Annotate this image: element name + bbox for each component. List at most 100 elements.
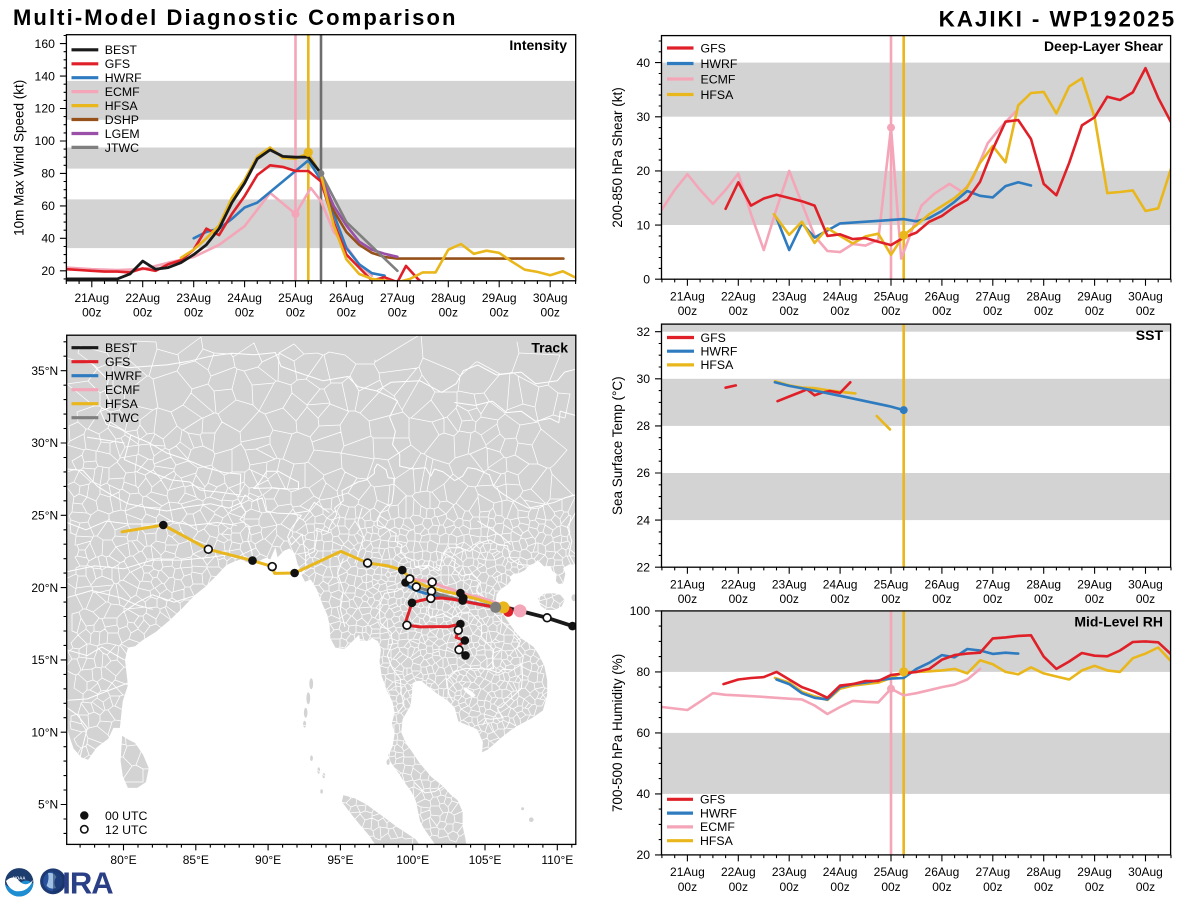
svg-text:00z: 00z xyxy=(780,592,799,606)
svg-text:26Aug: 26Aug xyxy=(925,290,960,304)
svg-text:00z: 00z xyxy=(881,880,900,894)
svg-text:NOAA: NOAA xyxy=(13,876,25,881)
svg-text:25Aug: 25Aug xyxy=(874,290,909,304)
svg-text:30Aug: 30Aug xyxy=(1128,865,1163,879)
svg-text:29Aug: 29Aug xyxy=(1077,578,1112,592)
svg-text:00z: 00z xyxy=(184,306,203,320)
svg-text:20: 20 xyxy=(636,848,650,862)
svg-text:80: 80 xyxy=(41,167,55,181)
svg-text:27Aug: 27Aug xyxy=(975,290,1010,304)
svg-text:ECMF: ECMF xyxy=(105,85,140,99)
svg-text:24Aug: 24Aug xyxy=(227,291,262,305)
svg-text:00z: 00z xyxy=(932,304,951,318)
svg-text:00z: 00z xyxy=(830,880,849,894)
svg-text:23Aug: 23Aug xyxy=(772,290,807,304)
svg-text:00z: 00z xyxy=(983,592,1002,606)
svg-text:00z: 00z xyxy=(1034,304,1053,318)
svg-text:HWRF: HWRF xyxy=(701,57,738,71)
svg-text:24Aug: 24Aug xyxy=(823,578,858,592)
svg-text:25Aug: 25Aug xyxy=(874,578,909,592)
svg-text:26Aug: 26Aug xyxy=(925,578,960,592)
svg-text:21Aug: 21Aug xyxy=(74,291,109,305)
svg-text:21Aug: 21Aug xyxy=(670,290,705,304)
svg-text:200-850 hPa Shear (kt): 200-850 hPa Shear (kt) xyxy=(610,87,625,227)
svg-text:00z: 00z xyxy=(1136,592,1155,606)
svg-text:28Aug: 28Aug xyxy=(1026,865,1061,879)
svg-text:40: 40 xyxy=(636,56,650,70)
svg-text:28Aug: 28Aug xyxy=(1026,578,1061,592)
svg-text:00z: 00z xyxy=(780,880,799,894)
svg-text:Multi-Model Diagnostic Compari: Multi-Model Diagnostic Comparison xyxy=(13,5,458,30)
svg-text:700-500 hPa Humidity (%): 700-500 hPa Humidity (%) xyxy=(610,654,625,812)
svg-text:120: 120 xyxy=(35,102,56,116)
svg-text:00z: 00z xyxy=(780,304,799,318)
svg-text:10°N: 10°N xyxy=(31,725,58,739)
svg-text:30: 30 xyxy=(636,372,650,386)
svg-text:Mid-Level RH: Mid-Level RH xyxy=(1074,614,1163,630)
svg-text:24: 24 xyxy=(636,513,650,527)
svg-text:22: 22 xyxy=(636,560,650,574)
svg-text:00z: 00z xyxy=(678,880,697,894)
svg-text:SST: SST xyxy=(1136,327,1164,343)
svg-text:32: 32 xyxy=(636,325,650,339)
svg-text:BEST: BEST xyxy=(105,43,138,57)
svg-text:29Aug: 29Aug xyxy=(1077,290,1112,304)
svg-text:140: 140 xyxy=(35,69,56,83)
svg-text:110°E: 110°E xyxy=(541,853,573,867)
svg-text:27Aug: 27Aug xyxy=(380,291,415,305)
svg-text:HWRF: HWRF xyxy=(701,345,738,359)
svg-text:0: 0 xyxy=(643,272,650,286)
svg-text:Track: Track xyxy=(531,340,568,356)
svg-text:23Aug: 23Aug xyxy=(176,291,211,305)
svg-text:00z: 00z xyxy=(439,306,458,320)
svg-text:80: 80 xyxy=(636,665,650,679)
svg-text:00z: 00z xyxy=(490,306,509,320)
svg-text:HWRF: HWRF xyxy=(700,806,737,820)
svg-text:00 UTC: 00 UTC xyxy=(105,809,147,823)
svg-text:00z: 00z xyxy=(881,304,900,318)
svg-text:00z: 00z xyxy=(1085,880,1104,894)
svg-text:95°E: 95°E xyxy=(327,853,353,867)
svg-text:00z: 00z xyxy=(830,592,849,606)
svg-text:160: 160 xyxy=(35,37,56,51)
svg-text:25Aug: 25Aug xyxy=(278,291,313,305)
svg-text:00z: 00z xyxy=(286,306,305,320)
svg-text:00z: 00z xyxy=(1034,592,1053,606)
svg-text:00z: 00z xyxy=(541,306,560,320)
svg-text:00z: 00z xyxy=(729,592,748,606)
svg-text:JTWC: JTWC xyxy=(105,411,139,425)
svg-text:00z: 00z xyxy=(830,304,849,318)
svg-text:00z: 00z xyxy=(932,592,951,606)
svg-text:80°E: 80°E xyxy=(110,853,136,867)
svg-text:Intensity: Intensity xyxy=(509,37,567,53)
svg-text:22Aug: 22Aug xyxy=(721,290,756,304)
svg-text:ECMF: ECMF xyxy=(701,72,736,86)
svg-text:21Aug: 21Aug xyxy=(670,865,705,879)
svg-text:29Aug: 29Aug xyxy=(482,291,517,305)
svg-text:00z: 00z xyxy=(133,306,152,320)
svg-text:GFS: GFS xyxy=(105,57,130,71)
svg-text:100°E: 100°E xyxy=(396,853,429,867)
svg-text:60: 60 xyxy=(636,726,650,740)
svg-text:00z: 00z xyxy=(1136,304,1155,318)
svg-text:KAJIKI - WP192025: KAJIKI - WP192025 xyxy=(939,7,1176,32)
svg-text:26: 26 xyxy=(636,466,650,480)
svg-text:00z: 00z xyxy=(729,304,748,318)
svg-text:12 UTC: 12 UTC xyxy=(105,823,147,837)
svg-text:HFSA: HFSA xyxy=(105,99,139,113)
svg-text:20: 20 xyxy=(41,264,55,278)
svg-text:DSHP: DSHP xyxy=(105,113,139,127)
svg-text:GFS: GFS xyxy=(105,355,130,369)
svg-text:28Aug: 28Aug xyxy=(1026,290,1061,304)
svg-text:20: 20 xyxy=(636,164,650,178)
svg-text:ECMF: ECMF xyxy=(105,383,140,397)
svg-text:85°E: 85°E xyxy=(183,853,209,867)
svg-text:00z: 00z xyxy=(881,592,900,606)
svg-text:100: 100 xyxy=(630,604,651,618)
svg-text:40: 40 xyxy=(41,232,55,246)
svg-text:60: 60 xyxy=(41,199,55,213)
svg-text:26Aug: 26Aug xyxy=(925,865,960,879)
svg-text:Deep-Layer Shear: Deep-Layer Shear xyxy=(1044,38,1164,54)
svg-text:HWRF: HWRF xyxy=(105,369,142,383)
svg-text:105°E: 105°E xyxy=(469,853,502,867)
